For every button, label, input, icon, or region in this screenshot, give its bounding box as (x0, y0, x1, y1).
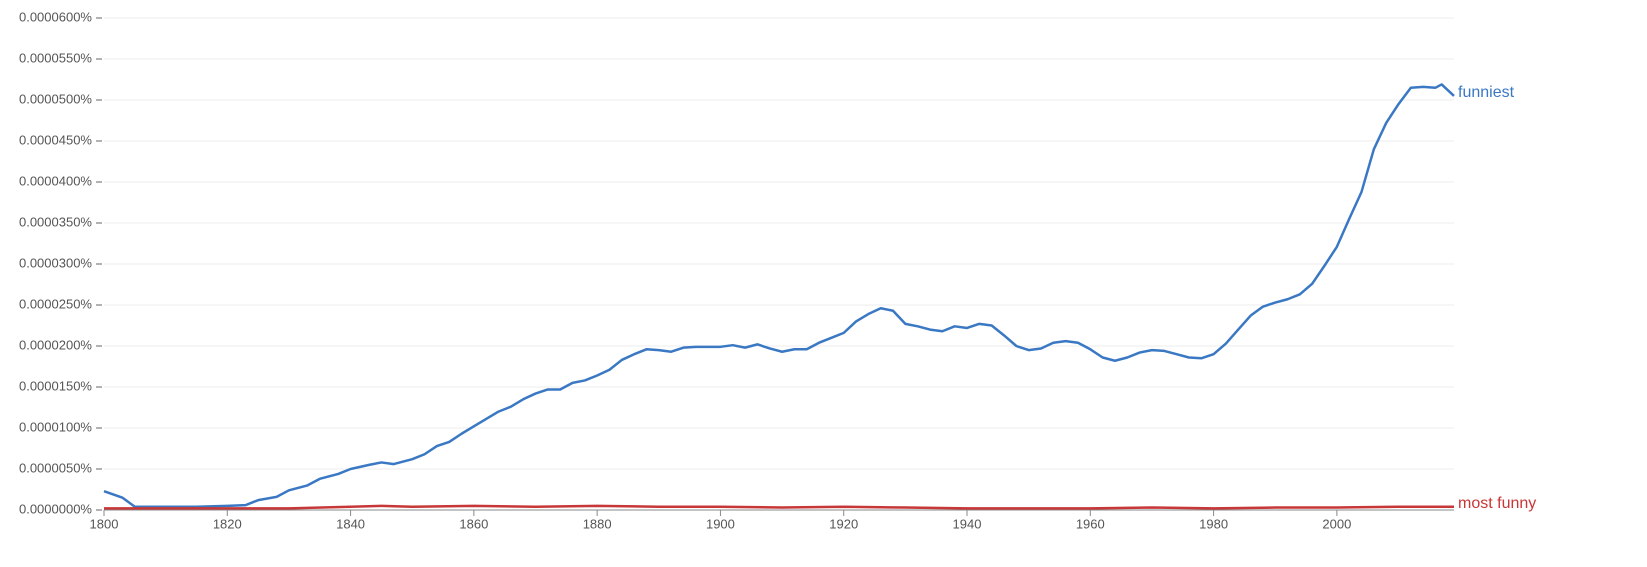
y-tick-label: 0.0000400% (19, 173, 92, 188)
x-tick-label: 1800 (90, 516, 119, 531)
x-tick-label: 1820 (213, 516, 242, 531)
y-tick-label: 0.0000000% (19, 501, 92, 516)
y-tick-label: 0.0000100% (19, 419, 92, 434)
y-tick-label: 0.0000550% (19, 50, 92, 65)
x-tick-label: 1840 (336, 516, 365, 531)
series-label: funniest (1458, 84, 1515, 101)
y-tick-label: 0.0000050% (19, 460, 92, 475)
series-line (104, 504, 1454, 510)
x-tick-label: 1920 (829, 516, 858, 531)
y-tick-label: 0.0000300% (19, 255, 92, 270)
x-tick-label: 1960 (1076, 516, 1105, 531)
series-label: most funny (1458, 495, 1536, 512)
y-tick-label: 0.0000600% (19, 9, 92, 24)
y-tick-label: 0.0000250% (19, 296, 92, 311)
series-line (103, 83, 1455, 508)
x-tick-label: 1860 (459, 516, 488, 531)
y-tick-label: 0.0000450% (19, 132, 92, 147)
y-tick-label: 0.0000200% (19, 337, 92, 352)
x-tick-label: 1980 (1199, 516, 1228, 531)
y-tick-label: 0.0000500% (19, 91, 92, 106)
y-tick-label: 0.0000350% (19, 214, 92, 229)
x-tick-label: 2000 (1322, 516, 1351, 531)
y-tick-label: 0.0000150% (19, 378, 92, 393)
x-tick-label: 1900 (706, 516, 735, 531)
x-tick-label: 1940 (953, 516, 982, 531)
x-tick-label: 1880 (583, 516, 612, 531)
